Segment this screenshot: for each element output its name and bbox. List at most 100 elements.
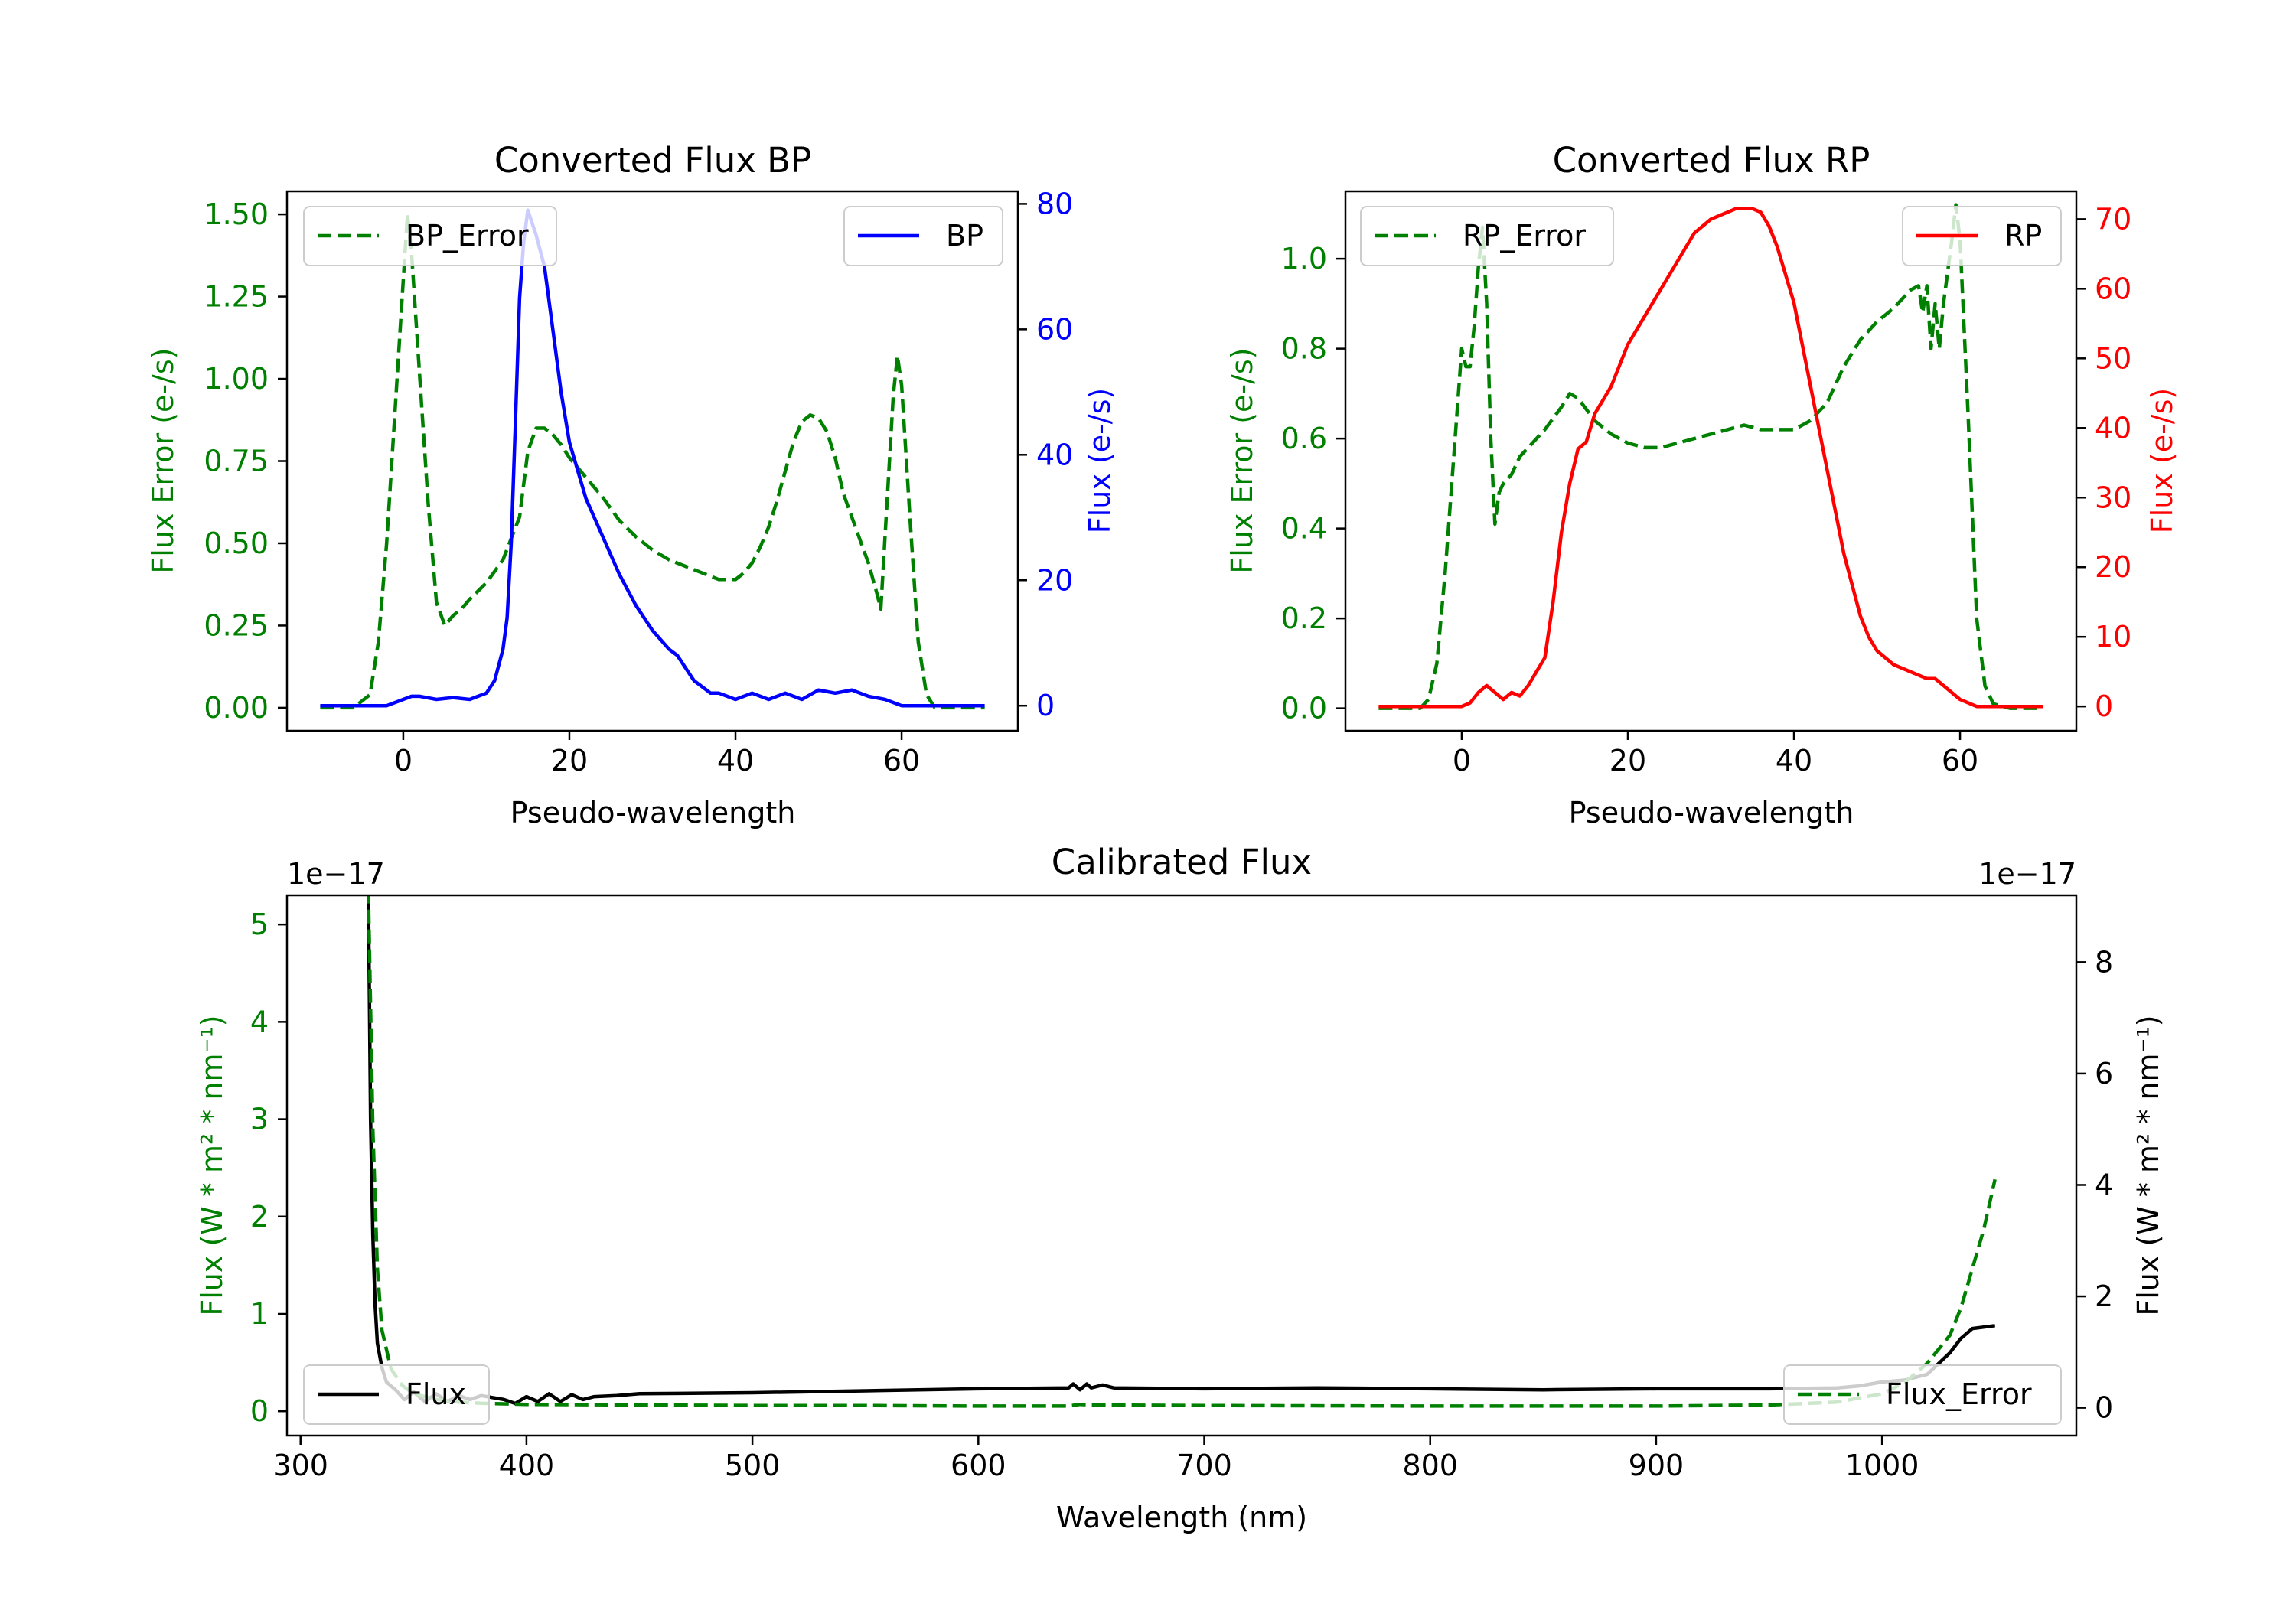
y-tick-label-left: 1.25: [204, 280, 269, 314]
x-tick-label: 60: [1942, 744, 1978, 777]
y-tick-label-right: 10: [2095, 620, 2131, 654]
panel-rp-x-label: Pseudo-wavelength: [1569, 796, 1854, 830]
y-tick-label-right: 40: [1036, 438, 1073, 471]
y-tick-label-right: 2: [2095, 1279, 2113, 1313]
y-tick-label-right: 40: [2095, 411, 2131, 445]
y-tick-label-left: 0.50: [204, 526, 269, 560]
panel-cal-legend-flux: Flux: [303, 1364, 490, 1425]
panel-cal-frame: [285, 894, 2078, 1437]
y-tick-label-right: 20: [2095, 550, 2131, 584]
x-tick-label: 0: [394, 744, 413, 777]
panel-rp-y-label-left: Flux Error (e-/s): [1225, 347, 1259, 573]
y-tick-label-right: 8: [2095, 945, 2113, 979]
panel-cal-legend-error: Flux_Error: [1783, 1364, 2062, 1425]
panel-cal-y-ticks-right: 0 2 4 6 8: [2076, 945, 2113, 1425]
y-tick-label-right: 60: [2095, 272, 2131, 305]
y-tick-label-left: 1.0: [1281, 242, 1327, 275]
x-tick-label: 20: [1609, 744, 1646, 777]
y-tick-label-right: 80: [1036, 187, 1073, 220]
y-tick-label-left: 0.0: [1281, 692, 1327, 725]
panel-cal-y-label-right: Flux (W * m² * nm⁻¹): [2131, 1015, 2165, 1315]
panel-cal-x-ticks: 300 400 500 600 700 800 900 1000: [272, 1436, 1919, 1482]
y-tick-label-right: 0: [1036, 689, 1055, 722]
panel-cal-offset-left: 1e−17: [287, 857, 385, 891]
panel-cal-legend-error-label: Flux_Error: [1886, 1377, 2032, 1411]
y-tick-label-left: 0.25: [204, 608, 269, 642]
panel-bp-y-ticks-left: 0.00 0.25 0.50 0.75 1.00 1.25 1.50: [204, 197, 287, 725]
x-tick-label: 600: [951, 1449, 1006, 1482]
panel-bp-plot: [320, 208, 985, 710]
y-tick-label-right: 20: [1036, 563, 1073, 597]
panel-cal-x-label: Wavelength (nm): [1056, 1501, 1307, 1534]
y-tick-label-right: 70: [2095, 202, 2131, 236]
x-tick-label: 800: [1402, 1449, 1458, 1482]
y-tick-label-left: 1.50: [204, 197, 269, 231]
panel-cal-legend-flux-label: Flux: [406, 1377, 466, 1411]
y-tick-label-right: 4: [2095, 1168, 2113, 1201]
y-tick-label-right: 6: [2095, 1057, 2113, 1090]
panel-rp-frame: [1344, 190, 2078, 732]
panel-bp-legend-flux: BP: [843, 206, 1003, 266]
y-tick-label-right: 50: [2095, 341, 2131, 375]
x-tick-label: 40: [1776, 744, 1812, 777]
panel-cal-title: Calibrated Flux: [1052, 842, 1312, 882]
x-tick-label: 40: [717, 744, 754, 777]
y-tick-label-left: 2: [250, 1200, 269, 1234]
panel-rp-plot: [1378, 203, 2043, 710]
y-tick-label-left: 0.2: [1281, 601, 1327, 635]
series-rp-line: [1378, 207, 2043, 709]
y-tick-label-left: 5: [250, 908, 269, 941]
x-tick-label: 700: [1176, 1449, 1232, 1482]
x-tick-label: 900: [1629, 1449, 1684, 1482]
panel-cal-y-ticks-left: 0 1 2 3 4 5: [250, 908, 287, 1428]
panel-bp-x-label: Pseudo-wavelength: [510, 796, 796, 830]
series-rp-error-line: [1378, 203, 2043, 710]
y-tick-label-right: 0: [2095, 689, 2113, 723]
panel-cal-offset-right: 1e−17: [1978, 857, 2076, 891]
panel-bp-title: Converted Flux BP: [494, 140, 811, 181]
panel-rp-legend-error: RP_Error: [1360, 206, 1614, 266]
panel-bp-y-label-right: Flux (e-/s): [1083, 388, 1117, 533]
y-tick-label-left: 4: [250, 1005, 269, 1038]
panel-rp: Converted Flux RP 0 20 40 60 0.00.20.40.60.…: [1225, 140, 2179, 830]
panel-rp-legend-flux: RP: [1902, 206, 2062, 266]
panel-rp-x-ticks: 0 20 40 60: [1453, 731, 1978, 777]
panel-rp-y-label-right: Flux (e-/s): [2145, 388, 2179, 533]
panel-bp-legend-flux-label: BP: [946, 219, 983, 253]
panel-bp-y-ticks-right: 0 20 40 60 80: [1018, 187, 1073, 722]
panel-bp: Converted Flux BP 0 20 40 60 0.000.250.500.…: [146, 140, 1117, 830]
y-tick-label-right: 30: [2095, 481, 2131, 514]
x-tick-label: 20: [551, 744, 588, 777]
x-tick-label: 1000: [1845, 1449, 1919, 1482]
y-tick-label-left: 1: [250, 1297, 269, 1331]
x-tick-label: 500: [725, 1449, 781, 1482]
panel-bp-y-label-left: Flux Error (e-/s): [146, 347, 180, 573]
x-tick-label: 0: [1453, 744, 1471, 777]
panel-rp-legend-flux-label: RP: [2004, 219, 2042, 253]
panel-bp-legend-error-label: BP_Error: [406, 219, 529, 253]
panel-rp-y-ticks-right: 0 10 20 30 40 50 60 70: [2076, 202, 2131, 723]
x-tick-label: 300: [272, 1449, 328, 1482]
x-tick-label: 60: [883, 744, 920, 777]
x-tick-label: 400: [499, 1449, 555, 1482]
panel-bp-legend-error: BP_Error: [303, 206, 557, 266]
y-tick-label-left: 3: [250, 1103, 269, 1136]
panel-cal-y-label-left: Flux (W * m² * nm⁻¹): [195, 1015, 229, 1315]
panel-rp-title: Converted Flux RP: [1553, 140, 1870, 181]
series-bp-error-line: [320, 212, 985, 710]
y-tick-label-right: 60: [1036, 312, 1073, 346]
y-tick-label-right: 0: [2095, 1391, 2113, 1425]
y-tick-label-left: 0.6: [1281, 422, 1327, 455]
panel-rp-legend-error-label: RP_Error: [1463, 219, 1586, 253]
panel-bp-x-ticks: 0 20 40 60: [394, 731, 920, 777]
y-tick-label-left: 1.00: [204, 362, 269, 396]
panel-rp-y-ticks-left: 0.0 0.2 0.4 0.6 0.8 1.0: [1281, 242, 1345, 725]
panel-cal: Calibrated Flux 300 400 500 600 700 800 900 100…: [195, 842, 2165, 1534]
y-tick-label-left: 0: [250, 1394, 269, 1428]
y-tick-label-left: 0.8: [1281, 332, 1327, 366]
y-tick-label-left: 0.4: [1281, 512, 1327, 546]
series-bp-line: [320, 208, 985, 708]
y-tick-label-left: 0.00: [204, 691, 269, 725]
y-tick-label-left: 0.75: [204, 445, 269, 478]
